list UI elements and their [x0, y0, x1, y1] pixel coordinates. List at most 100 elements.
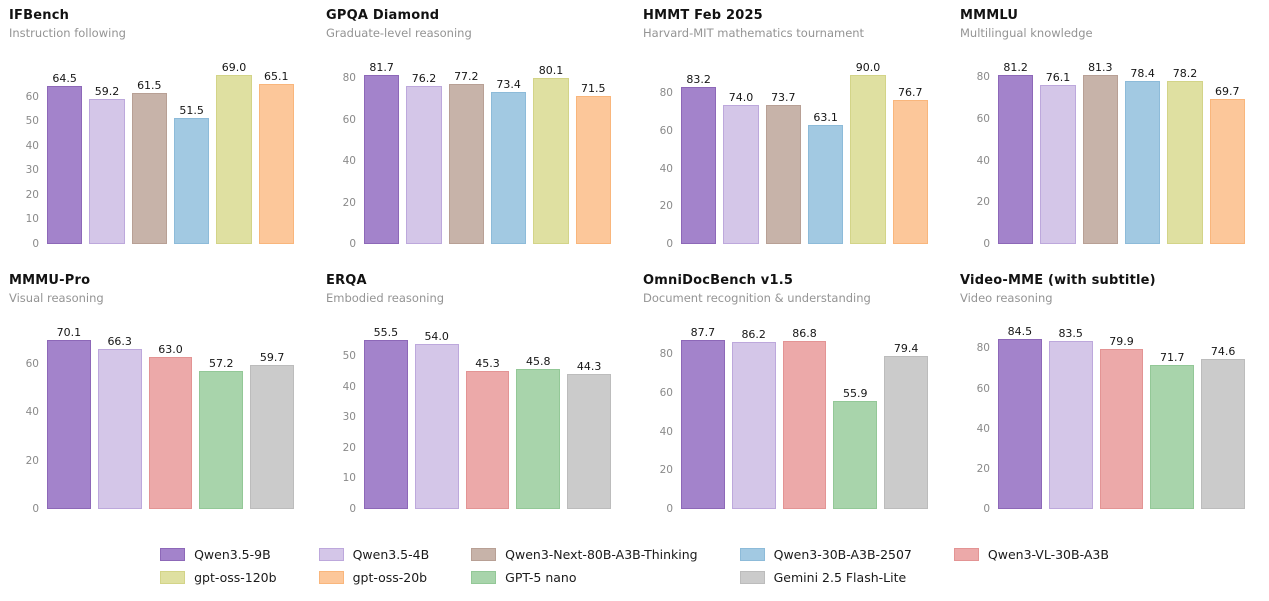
bar-value-label: 69.0: [221, 60, 247, 74]
y-tick-label: 60: [976, 382, 990, 395]
y-tick-label: 60: [25, 357, 39, 370]
bar-value-label: 55.9: [843, 387, 868, 400]
y-tick-label: 20: [342, 196, 356, 209]
bar-column-qwen3-5-4b: 74.0: [723, 66, 759, 244]
legend-swatch-qwen3-vl-30b-a3b: [953, 548, 979, 561]
bar-column-gpt-5-nano: 71.7: [1150, 331, 1195, 509]
bar-column-gpt-5-nano: 45.8: [516, 331, 561, 509]
bar-column-gpt-oss-20b: 76.7: [892, 66, 928, 244]
bar-value-label: 77.2: [454, 69, 479, 83]
bar-value-label: 78.4: [1130, 66, 1155, 80]
bar-value-label: 51.5: [179, 103, 204, 117]
bar-value-label: 61.5: [137, 79, 162, 92]
legend-item-gpt-oss-20b: gpt-oss-20b: [318, 570, 430, 585]
bar-value-label: 59.7: [259, 350, 285, 364]
plot-area: 0 20 40 60 80 81.7 76.2 77.2 73.4 80.1 71.5: [343, 61, 611, 250]
bar-qwen3-5-9b: 81.2: [998, 61, 1034, 244]
bar-value-label: 63.1: [813, 111, 838, 125]
legend-label: gpt-oss-20b: [352, 570, 428, 585]
legend-label: Qwen3-30B-A3B-2507: [773, 547, 912, 562]
y-tick-label: 60: [659, 124, 673, 137]
y-tick-label: 80: [659, 348, 673, 361]
y-tick-label: 0: [983, 503, 990, 515]
bar-qwen3-5-9b: 81.7: [364, 61, 400, 244]
bar-column-gpt-oss-120b: 90.0: [850, 61, 886, 244]
bar-column-qwen3-30b-a3b-2507: 73.4: [490, 66, 527, 244]
charts-grid: IFBench Instruction following 0 10 20 30 40 50 6…: [1, 2, 1269, 517]
y-tick-label: 80: [976, 71, 990, 84]
bar-value-label: 90.0: [855, 60, 881, 74]
bar-value-label: 70.1: [56, 325, 82, 339]
legend-label: Gemini 2.5 Flash-Lite: [773, 570, 907, 585]
bar-value-label: 76.7: [898, 85, 923, 99]
chart-title: Video-MME (with subtitle): [960, 273, 1156, 288]
bar-value-label: 83.5: [1058, 327, 1083, 341]
y-tick-label: 60: [659, 387, 673, 400]
chart-mmmu-pro: MMMU-Pro Visual reasoning 0 20 40 60 70.1 66.3 6…: [1, 267, 318, 517]
bar-column-gemini-2-5-flash-lite: 74.6: [1201, 331, 1245, 509]
bar-value-label: 79.9: [1109, 334, 1134, 348]
bar-qwen3-5-9b: 84.5: [998, 325, 1042, 509]
y-tick-label: 0: [349, 503, 356, 515]
legend-swatch-gpt-oss-20b: [318, 571, 344, 584]
y-tick-label: 0: [666, 238, 673, 250]
legend-label: gpt-oss-120b: [194, 570, 277, 585]
bars: 83.2 74.0 73.7 63.1 90.0 76.7: [681, 61, 928, 244]
plot-area: 0 20 40 60 80 87.7 86.2 86.8 55.9 79.4: [660, 326, 928, 515]
plot-area: 0 10 20 30 40 50 60 64.5 59.2 61.5 51.5 69.0 65.1: [26, 61, 294, 250]
chart-mmmlu: MMMLU Multilingual knowledge 0 20 40 60 80 81.2…: [952, 2, 1269, 267]
bar-column-qwen3-5-4b: 83.5: [1048, 327, 1093, 509]
bar-qwen3-30b-a3b-2507: 51.5: [173, 104, 210, 244]
bar-column-gpt-oss-20b: 69.7: [1209, 66, 1245, 244]
bar-column-qwen3-30b-a3b-2507: 51.5: [173, 66, 210, 244]
bar-value-label: 81.7: [369, 60, 394, 74]
bar-column-qwen3-5-4b: 66.3: [97, 331, 142, 509]
chart-title: GPQA Diamond: [326, 8, 440, 23]
plot-area: 0 10 20 30 40 50 55.5 54.0 45.3 45.8 44.3: [343, 326, 611, 515]
legend-label: Qwen3.5-4B: [352, 547, 430, 562]
chart-ifbench: IFBench Instruction following 0 10 20 30 40 50 6…: [1, 2, 318, 267]
y-tick-label: 0: [983, 238, 990, 250]
bar-column-qwen3-5-9b: 64.5: [47, 66, 83, 244]
bar-column-gemini-2-5-flash-lite: 59.7: [250, 331, 294, 509]
bar-value-label: 71.7: [1160, 351, 1185, 365]
bar-value-label: 74.0: [728, 90, 754, 104]
bar-column-qwen3-next-80b-a3b-thinking: 81.3: [1082, 61, 1118, 244]
plot-area: 0 20 40 60 80 81.2 76.1 81.3 78.4 78.2 69.7: [977, 61, 1245, 250]
bar-column-gpt-oss-120b: 69.0: [216, 61, 252, 244]
legend-column: Qwen3.5-9B gpt-oss-120b: [160, 547, 277, 585]
bar-value-label: 55.5: [373, 325, 399, 339]
chart-omnidocbench-v1-5: OmniDocBench v1.5 Document recognition & …: [635, 267, 952, 517]
bar-value-label: 86.2: [741, 328, 766, 342]
plot-area: 0 20 40 60 80 84.5 83.5 79.9 71.7 74.6: [977, 325, 1245, 515]
bar-qwen3-5-9b: 55.5: [364, 326, 408, 509]
legend-swatch-gpt-5-nano: [471, 571, 497, 584]
bars: 81.7 76.2 77.2 73.4 80.1 71.5: [364, 61, 611, 244]
y-tick-label: 30: [25, 164, 39, 177]
bars: 81.2 76.1 81.3 78.4 78.2 69.7: [998, 61, 1245, 244]
bar-column-qwen3-5-9b: 84.5: [998, 325, 1042, 509]
bar-value-label: 63.0: [158, 342, 183, 356]
bar-column-qwen3-next-80b-a3b-thinking: 73.7: [765, 66, 801, 244]
bar-qwen3-next-80b-a3b-thinking: 61.5: [131, 79, 167, 244]
bar-gpt-oss-20b: 71.5: [575, 82, 611, 244]
bar-value-label: 59.2: [94, 84, 120, 98]
bar-column-qwen3-5-9b: 81.7: [364, 61, 400, 244]
chart-title: HMMT Feb 2025: [643, 8, 763, 23]
chart-title: ERQA: [326, 273, 367, 288]
bar-qwen3-vl-30b-a3b: 79.9: [1099, 335, 1144, 509]
y-tick-label: 20: [976, 196, 990, 209]
bar-value-label: 64.5: [52, 71, 77, 85]
bar-gemini-2-5-flash-lite: 44.3: [567, 360, 611, 509]
bar-qwen3-5-4b: 59.2: [89, 85, 125, 244]
bar-column-qwen3-30b-a3b-2507: 63.1: [807, 66, 844, 244]
bar-column-qwen3-next-80b-a3b-thinking: 61.5: [131, 66, 167, 244]
bar-qwen3-vl-30b-a3b: 86.8: [782, 327, 827, 509]
chart-gpqa-diamond: GPQA Diamond Graduate-level reasoning 0 20 4…: [318, 2, 635, 267]
y-tick-label: 80: [342, 72, 356, 85]
y-tick-label: 40: [342, 155, 356, 168]
bar-value-label: 45.8: [526, 355, 551, 369]
bar-value-label: 81.3: [1088, 60, 1113, 74]
bar-value-label: 79.4: [893, 341, 919, 355]
bar-qwen3-5-9b: 87.7: [681, 326, 725, 509]
